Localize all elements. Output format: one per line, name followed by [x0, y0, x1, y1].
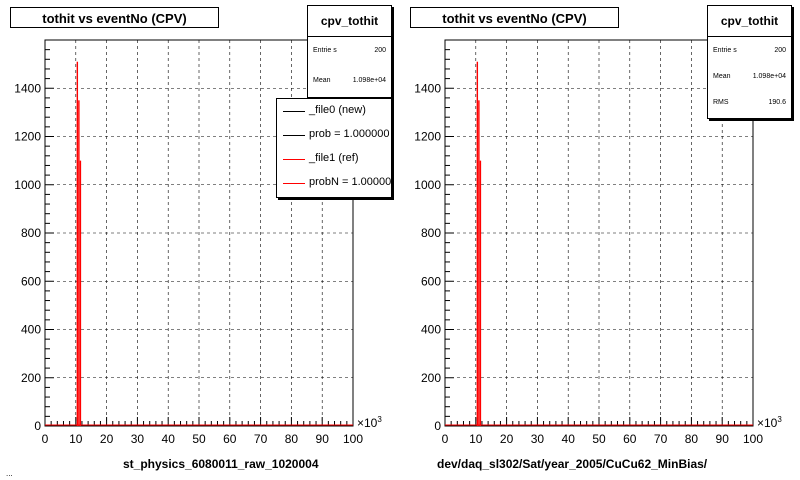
x-tick-label: 70: [254, 432, 268, 446]
series-left: [45, 61, 353, 427]
x-tick-label: 50: [592, 432, 606, 446]
stats-mean-row: Mean 1.098e+04: [708, 63, 791, 89]
y-tick-label: 800: [21, 226, 41, 240]
stats-entries-value: 200: [374, 47, 386, 54]
y-tick-label: 1400: [414, 81, 441, 95]
axes-left: 0 10 20 30 40 50 60 70 80 90 100 ×103 0 200 400 600 800 1…: [14, 39, 382, 446]
x-tick-label: 80: [685, 432, 699, 446]
grid-right: [445, 40, 753, 426]
x-tick-label: 100: [343, 432, 363, 446]
histogram-bin: [79, 160, 82, 426]
x-tick-label: 20: [100, 432, 114, 446]
stats-name: cpv_tothit: [308, 6, 391, 37]
y-tick-label: 400: [21, 323, 41, 337]
y-tick-label: 400: [421, 323, 441, 337]
stats-mean-row: Mean 1.098e+04: [308, 67, 391, 97]
y-tick-label: 600: [421, 274, 441, 288]
chart-title-right: tothit vs eventNo (CPV): [410, 7, 619, 28]
stats-name: cpv_tothit: [708, 6, 791, 37]
y-tick-label: 800: [421, 226, 441, 240]
y-tick-label: 200: [21, 371, 41, 385]
legend-swatch: [283, 111, 305, 112]
x-tick-label: 50: [192, 432, 206, 446]
legend-entry-file0: _file0 (new): [277, 101, 391, 121]
x-tick-label: 10: [69, 432, 83, 446]
legend-entry-probn: probN = 1.000000: [277, 173, 392, 193]
x-multiplier: ×103: [357, 415, 382, 430]
x-tick-label: 90: [716, 432, 730, 446]
y-tick-label: 600: [21, 274, 41, 288]
legend-swatch: [283, 183, 305, 184]
y-tick-label: 1000: [14, 178, 41, 192]
x-axis-title-left: st_physics_6080011_raw_1020004: [123, 457, 319, 471]
legend-entry-prob: prob = 1.000000: [277, 125, 391, 145]
chart-title-left: tothit vs eventNo (CPV): [10, 7, 219, 28]
axes-right: 0 10 20 30 40 50 60 70 80 90 100 ×103 0 200 400 600 800 1…: [414, 39, 782, 446]
stats-entries-value: 200: [774, 47, 786, 54]
x-axis-title-right: dev/daq_sl302/Sat/year_2005/CuCu62_MinBi…: [437, 457, 708, 471]
x-tick-label: 80: [285, 432, 299, 446]
legend-label: _file1 (ref): [309, 152, 359, 164]
x-tick-label: 60: [223, 432, 237, 446]
x-tick-label: 40: [162, 432, 176, 446]
histogram-bin: [78, 100, 80, 426]
legend-swatch: [283, 135, 305, 136]
stats-mean-label: Mean: [713, 73, 731, 80]
x-tick-label: 60: [623, 432, 637, 446]
x-tick-label: 0: [42, 432, 49, 446]
stats-rms-row: RMS 190.6: [708, 89, 791, 115]
x-tick-label: 90: [316, 432, 330, 446]
legend-label: prob = 1.000000: [309, 128, 390, 140]
plot-left: 0 10 20 30 40 50 60 70 80 90 100 ×103 0 200 400 600 800 1…: [14, 39, 382, 446]
stats-box-right: cpv_tothit Entrie s 200 Mean 1.098e+04 R…: [707, 5, 792, 119]
y-tick-label: 1000: [414, 178, 441, 192]
histogram-bin: [76, 61, 79, 427]
x-tick-label: 30: [131, 432, 145, 446]
legend-label: _file0 (new): [309, 104, 366, 116]
x-tick-label: 100: [743, 432, 763, 446]
stats-mean-value: 1.098e+04: [752, 73, 786, 80]
x-tick-label: 30: [531, 432, 545, 446]
legend-swatch: [283, 159, 305, 160]
stats-box-left: cpv_tothit Entrie s 200 Mean 1.098e+04: [307, 5, 392, 98]
y-tick-label: 1200: [14, 130, 41, 144]
stats-rms-value: 190.6: [768, 99, 786, 106]
y-tick-label: 200: [421, 371, 441, 385]
histogram-bin: [478, 100, 480, 426]
x-tick-label: 0: [442, 432, 449, 446]
y-tick-label: 1400: [14, 81, 41, 95]
y-tick-label: 1200: [414, 130, 441, 144]
y-tick-label: 0: [34, 419, 41, 433]
grid-left: [45, 40, 353, 426]
plot-right: 0 10 20 30 40 50 60 70 80 90 100 ×103 0 200 400 600 800 1…: [414, 39, 782, 446]
stats-entries-row: Entrie s 200: [308, 37, 391, 67]
stats-rms-label: RMS: [713, 99, 729, 106]
stats-entries-label: Entrie s: [713, 47, 737, 54]
y-tick-label: 0: [434, 419, 441, 433]
x-tick-label: 40: [562, 432, 576, 446]
histogram-bin: [476, 61, 479, 427]
footer-fragment: ...: [6, 469, 13, 478]
stats-entries-row: Entrie s 200: [708, 37, 791, 63]
stats-mean-value: 1.098e+04: [352, 77, 386, 84]
x-multiplier: ×103: [757, 415, 782, 430]
series-right: [445, 61, 753, 427]
legend-label: probN = 1.000000: [309, 176, 392, 188]
x-tick-label: 10: [469, 432, 483, 446]
histogram-bin: [479, 160, 482, 426]
legend-entry-file1: _file1 (ref): [277, 149, 391, 169]
legend-left: _file0 (new) prob = 1.000000 _file1 (ref…: [276, 98, 392, 198]
stats-mean-label: Mean: [313, 77, 331, 84]
x-tick-label: 20: [500, 432, 514, 446]
x-tick-label: 70: [654, 432, 668, 446]
stats-entries-label: Entrie s: [313, 47, 337, 54]
